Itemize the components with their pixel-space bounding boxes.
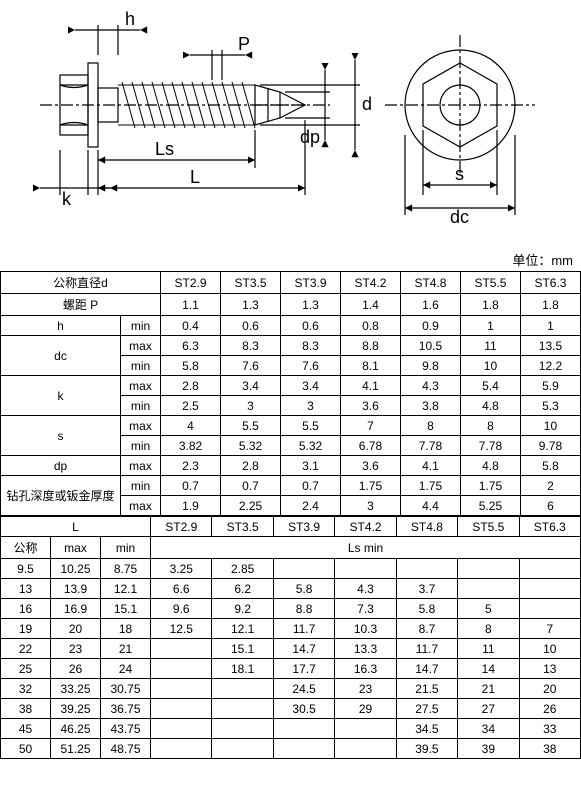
size-5: ST5.5 bbox=[460, 272, 520, 294]
label-Ls: Ls bbox=[155, 139, 174, 159]
table-row: 3233.2530.7524.52321.52120 bbox=[1, 679, 581, 699]
size-2: ST3.9 bbox=[281, 272, 341, 294]
header-nominal-d: 公称直径d bbox=[1, 272, 161, 294]
table-row: 1616.915.19.69.28.87.35.85 bbox=[1, 599, 581, 619]
size-1: ST3.5 bbox=[221, 272, 281, 294]
label-P: P bbox=[238, 34, 250, 54]
header-nominal: 公称 bbox=[1, 537, 51, 559]
table-row: 5051.2548.7539.53938 bbox=[1, 739, 581, 759]
size-6: ST6.3 bbox=[520, 272, 580, 294]
label-h: h bbox=[125, 9, 135, 29]
unit-label: 单位：mm bbox=[0, 250, 581, 269]
label-dc: dc bbox=[450, 207, 469, 227]
label-k: k bbox=[62, 189, 72, 209]
table-row: 4546.2543.7534.53433 bbox=[1, 719, 581, 739]
label-L: L bbox=[190, 167, 200, 187]
table-row: 25262418.117.716.314.71413 bbox=[1, 659, 581, 679]
size-3: ST4.2 bbox=[340, 272, 400, 294]
table-row: 19201812.512.111.710.38.787 bbox=[1, 619, 581, 639]
screw-diagram: h P k L Ls dp d bbox=[0, 0, 581, 250]
header-pitch: 螺距 P bbox=[1, 294, 161, 316]
label-s: s bbox=[455, 164, 464, 184]
table-row: 1313.912.16.66.25.84.33.7 bbox=[1, 579, 581, 599]
header-dp: dp bbox=[1, 456, 121, 476]
header-h: h bbox=[1, 316, 121, 336]
table-row: 9.510.258.753.252.85 bbox=[1, 559, 581, 579]
size-4: ST4.8 bbox=[400, 272, 460, 294]
spec-table-top: 公称直径d ST2.9 ST3.5 ST3.9 ST4.2 ST4.8 ST5.… bbox=[0, 271, 581, 516]
table-row: 22232115.114.713.311.71110 bbox=[1, 639, 581, 659]
header-drill: 钻孔深度或钣金厚度 bbox=[1, 476, 121, 516]
spec-table-L: L ST2.9ST3.5ST3.9ST4.2ST4.8ST5.5ST6.3 公称… bbox=[0, 516, 581, 759]
label-dp: dp bbox=[300, 127, 320, 147]
header-ls-min: Ls min bbox=[151, 537, 581, 559]
header-s: s bbox=[1, 416, 121, 456]
label-d: d bbox=[362, 94, 372, 114]
table-row: 3839.2536.7530.52927.52726 bbox=[1, 699, 581, 719]
header-L: L bbox=[1, 517, 151, 537]
size-0: ST2.9 bbox=[161, 272, 221, 294]
header-dc: dc bbox=[1, 336, 121, 376]
header-k: k bbox=[1, 376, 121, 416]
